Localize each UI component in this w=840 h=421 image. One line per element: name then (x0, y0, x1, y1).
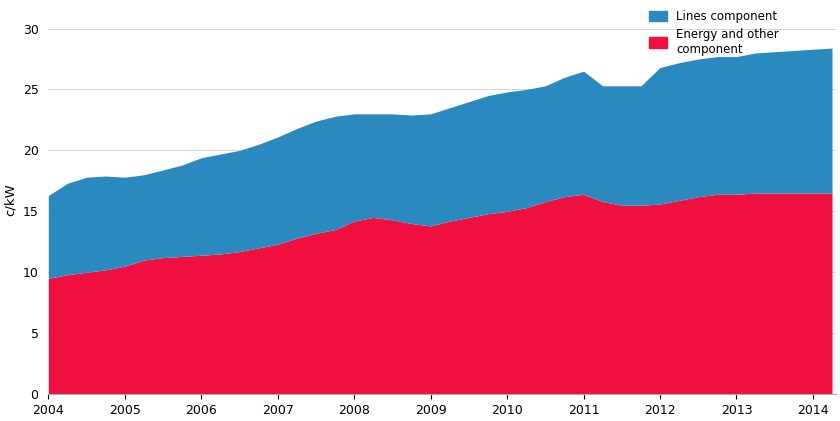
Y-axis label: c/kW: c/kW (4, 183, 17, 216)
Legend: Lines component, Energy and other
component: Lines component, Energy and other compon… (648, 10, 779, 56)
